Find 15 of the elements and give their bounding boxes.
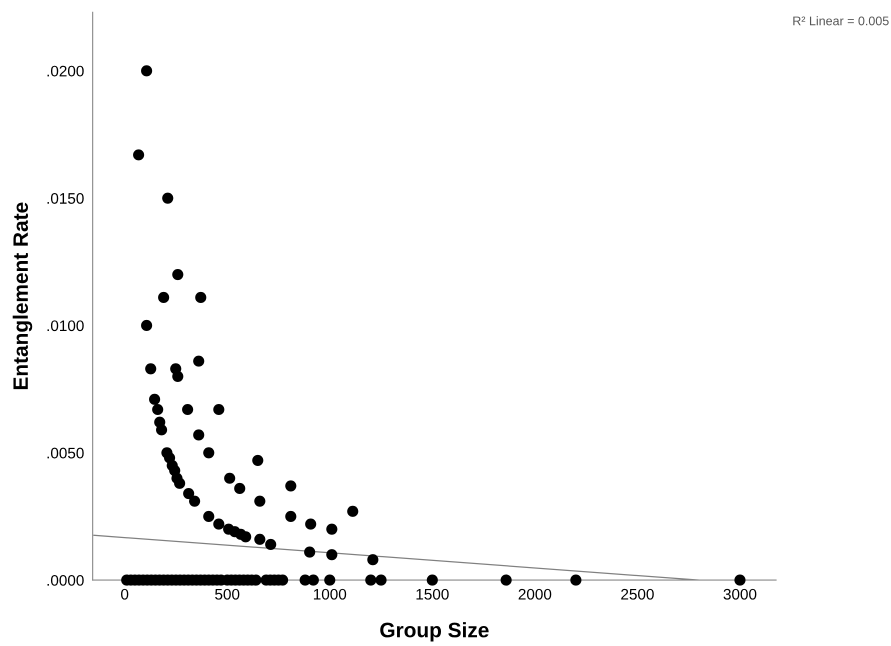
x-tick-label: 1000	[314, 588, 346, 600]
x-tick-label: 2000	[518, 588, 552, 600]
x-tick-label: 1500	[416, 588, 449, 600]
x-tick-label: 3000	[724, 588, 756, 600]
y-tick-label: .0150	[47, 193, 84, 204]
x-tick-label: 2500	[621, 588, 654, 600]
text: R² Linear = 0.005	[793, 16, 889, 26]
y-tick-label: .0000	[47, 574, 84, 586]
x-tick-label: 0	[121, 588, 128, 600]
x-tick-label: 500	[215, 588, 240, 600]
y-axis-title: Entanglement Rate	[12, 202, 32, 390]
x-axis-title: Group Size	[380, 622, 489, 642]
y-tick-label: .0200	[47, 66, 84, 77]
y-tick-label: .0100	[47, 320, 84, 332]
y-tick-label: .0050	[47, 448, 84, 458]
